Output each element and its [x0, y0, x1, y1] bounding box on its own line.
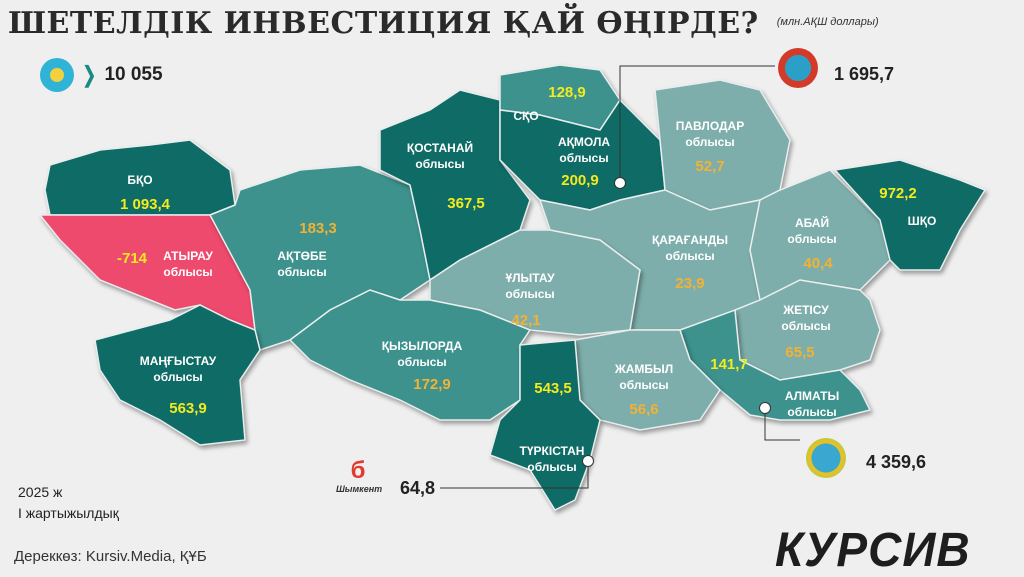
value-aktobe: 183,3	[299, 220, 337, 237]
region-turkistan[interactable]	[489, 339, 601, 511]
astana-value: 1 695,7	[834, 64, 895, 84]
page-title: ШЕТЕЛДІК ИНВЕСТИЦИЯ ҚАЙ ӨҢІРДЕ?	[8, 6, 759, 41]
total-value: 10 055	[104, 64, 163, 85]
chevron-right-icon: ❭	[80, 62, 99, 87]
label-bko: БҚО	[127, 173, 153, 187]
brand-logo: КУРСИВ	[775, 521, 971, 577]
region-vko[interactable]	[833, 159, 987, 271]
header: ШЕТЕЛДІК ИНВЕСТИЦИЯ ҚАЙ ӨҢІРДЕ? (млн.АҚШ…	[8, 6, 879, 42]
value-vko: 972,2	[879, 185, 917, 202]
value-kostanai: 367,5	[447, 195, 485, 212]
value-zhetisu: 65,5	[785, 344, 815, 361]
region-bko[interactable]	[44, 139, 236, 216]
value-kyzylorda: 172,9	[413, 376, 451, 393]
label-turkistan: ТҮРКІСТАН облысы	[519, 444, 585, 474]
label-karaganda: ҚАРАҒАНДЫ облысы	[651, 233, 729, 263]
label-pavlodar: ПАВЛОДАР облысы	[675, 119, 745, 149]
label-sko: СҚО	[513, 109, 539, 123]
shymkent-value: 64,8	[400, 478, 436, 498]
label-zhambyl: ЖАМБЫЛ облысы	[614, 362, 674, 392]
value-almaty: 141,7	[710, 356, 748, 373]
unit-label: (млн.АҚШ доллары)	[776, 16, 879, 28]
label-vko: ШҚО	[907, 214, 937, 228]
label-akmola: АҚМОЛА облысы	[557, 135, 611, 165]
astana-marker	[614, 177, 626, 189]
almaty-emblem-icon	[806, 438, 846, 478]
value-akmola: 200,9	[561, 172, 599, 189]
value-bko: 1 093,4	[119, 196, 171, 213]
value-pavlodar: 52,7	[695, 158, 725, 175]
region-mangystau[interactable]	[94, 304, 261, 446]
shymkent-marker	[582, 455, 594, 467]
label-aktobe: АҚТӨБЕ облысы	[277, 249, 327, 279]
label-almaty: АЛМАТЫ облысы	[784, 389, 840, 419]
shymkent-pointer-line	[440, 460, 589, 489]
value-zhambyl: 56,6	[629, 401, 659, 418]
source-label: Дереккөз: Kursiv.Media, ҚҰБ	[14, 548, 207, 565]
label-atyrau: АТЫРАУ облысы	[163, 249, 213, 279]
astana-emblem-icon	[778, 48, 818, 88]
value-sko: 128,9	[548, 84, 586, 101]
value-ulytau: 42,1	[511, 312, 541, 329]
value-turkistan: 543,5	[534, 380, 572, 397]
label-zhetisu: ЖЕТІСУ облысы	[781, 303, 831, 333]
national-total: ❭ 10 055	[40, 58, 163, 92]
value-atyrau: -714	[116, 250, 148, 267]
almaty-value: 4 359,6	[866, 452, 927, 472]
almaty-marker	[759, 402, 771, 414]
label-mangystau: МАҢҒЫСТАУ облысы	[139, 354, 217, 384]
value-karaganda: 23,9	[675, 275, 705, 292]
almaty-pointer-line	[764, 408, 800, 441]
region-ulytau[interactable]	[429, 229, 641, 336]
kazakhstan-emblem-icon	[40, 58, 74, 92]
label-abai: АБАЙ облысы	[787, 216, 837, 246]
region-abai[interactable]	[749, 169, 891, 302]
shymkent-logo-icon: б Шымкент	[336, 457, 383, 495]
label-kostanai: ҚОСТАНАЙ облысы	[406, 141, 474, 171]
value-mangystau: 563,9	[169, 400, 207, 417]
label-ulytau: ҰЛЫТАУ облысы	[505, 271, 555, 301]
label-kyzylorda: ҚЫЗЫЛОРДА облысы	[381, 339, 463, 369]
value-abai: 40,4	[803, 255, 833, 272]
astana-pointer-line	[619, 65, 775, 182]
